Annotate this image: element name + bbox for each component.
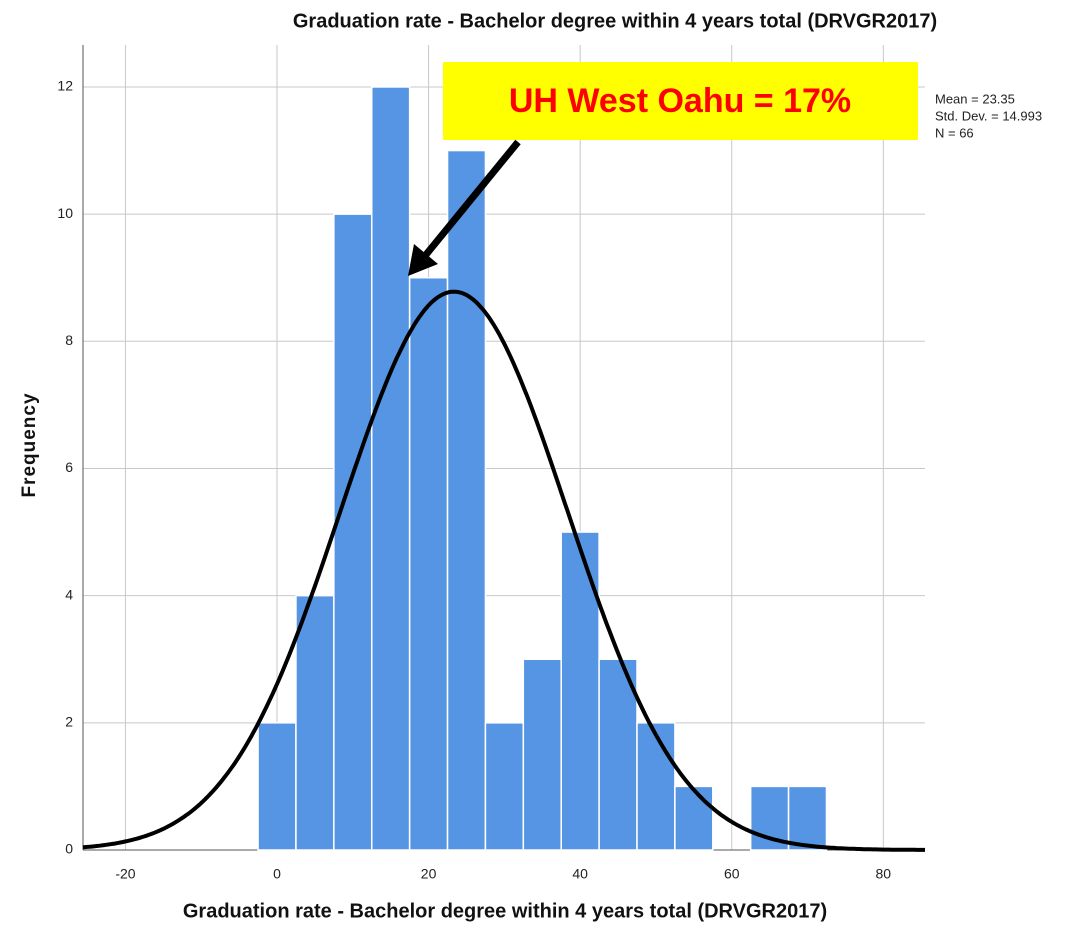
y-tick-label: 10 [57, 205, 73, 221]
bar [522, 658, 562, 851]
bar [560, 531, 600, 851]
x-tick-label: 80 [876, 866, 892, 882]
y-axis-label: Frequency [19, 392, 40, 497]
y-tick-label: 2 [65, 714, 73, 730]
x-tick-label: 40 [572, 866, 588, 882]
bar [371, 86, 411, 851]
y-tick-label: 0 [65, 841, 73, 857]
bar [636, 722, 676, 851]
x-tick-label: -20 [115, 866, 135, 882]
stats-label: N = 66 [935, 125, 974, 140]
normal-curve [82, 289, 925, 852]
bar [446, 149, 487, 851]
arrow-head [408, 244, 438, 276]
bar [484, 722, 525, 851]
y-tick-label: 8 [65, 332, 73, 348]
chart-title: Graduation rate - Bachelor degree within… [293, 10, 937, 32]
bar [257, 722, 297, 851]
bar [333, 213, 373, 851]
x-tick-label: 0 [273, 866, 281, 882]
plot-area: 0 2 4 6 8 10 12 -20 0 20 40 60 80 [57, 45, 925, 882]
bar [787, 785, 828, 851]
annotation: UH West Oahu = 17% [509, 82, 851, 120]
x-axis-label: Graduation rate - Bachelor degree within… [183, 900, 827, 922]
arrow [417, 139, 521, 265]
bar [295, 594, 335, 851]
stats-label: Mean = 23.35 [935, 91, 1015, 106]
x-tick-label: 60 [724, 866, 740, 882]
stats-label: Std. Dev. = 14.993 [935, 108, 1042, 123]
y-tick-label: 4 [65, 586, 73, 602]
y-tick-label: 12 [57, 78, 73, 94]
bar [408, 276, 449, 851]
bar [674, 785, 714, 851]
annotation-box [443, 62, 918, 140]
x-tick-label: 20 [421, 866, 437, 882]
y-tick-label: 6 [65, 459, 73, 475]
